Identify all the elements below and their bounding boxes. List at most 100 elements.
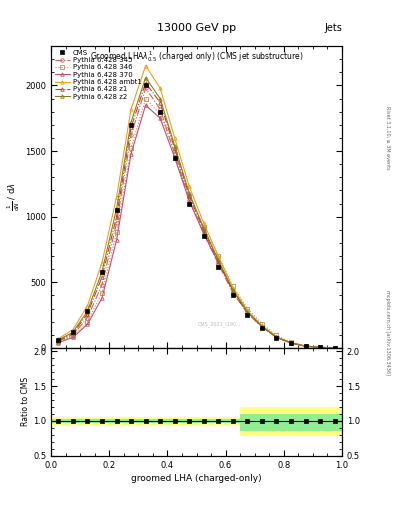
Line: Pythia 6.428 z1: Pythia 6.428 z1 <box>57 81 336 350</box>
Pythia 6.428 ambt1 <box>100 260 105 266</box>
Pythia 6.428 346 <box>56 339 61 345</box>
Pythia 6.428 z1 <box>71 330 75 336</box>
Pythia 6.428 ambt1 <box>187 183 192 189</box>
Pythia 6.428 z2 <box>231 287 235 293</box>
Pythia 6.428 ambt1 <box>173 135 177 141</box>
Pythia 6.428 346 <box>158 111 163 117</box>
Pythia 6.428 z2 <box>85 308 90 314</box>
Pythia 6.428 z2 <box>318 344 323 350</box>
Pythia 6.428 346 <box>318 344 323 350</box>
Text: Groomed LHA$\lambda^1_{0.5}$ (charged only) (CMS jet substructure): Groomed LHA$\lambda^1_{0.5}$ (charged on… <box>90 49 303 64</box>
Pythia 6.428 z1 <box>114 214 119 220</box>
Pythia 6.428 z1 <box>245 310 250 316</box>
CMS <box>202 233 206 240</box>
Pythia 6.428 346 <box>260 321 264 327</box>
Pythia 6.428 z2 <box>332 345 337 351</box>
Text: mcplots.cern.ch [arXiv:1306.3436]: mcplots.cern.ch [arXiv:1306.3436] <box>385 290 390 375</box>
Pythia 6.428 346 <box>216 253 221 259</box>
Pythia 6.428 ambt1 <box>216 253 221 259</box>
Pythia 6.428 z2 <box>114 206 119 212</box>
Pythia 6.428 ambt1 <box>245 307 250 313</box>
Pythia 6.428 z1 <box>318 344 323 350</box>
Pythia 6.428 345 <box>274 334 279 340</box>
Pythia 6.428 346 <box>143 96 148 102</box>
Pythia 6.428 370 <box>129 151 134 157</box>
Text: CMS_2021_I190...: CMS_2021_I190... <box>198 321 242 327</box>
Pythia 6.428 z2 <box>129 119 134 125</box>
Legend: CMS, Pythia 6.428 345, Pythia 6.428 346, Pythia 6.428 370, Pythia 6.428 ambt1, P: CMS, Pythia 6.428 345, Pythia 6.428 346,… <box>53 48 143 101</box>
Pythia 6.428 370 <box>202 230 206 237</box>
Text: 13000 GeV pp: 13000 GeV pp <box>157 23 236 33</box>
Line: CMS: CMS <box>57 83 336 350</box>
Line: Pythia 6.428 ambt1: Pythia 6.428 ambt1 <box>57 64 336 350</box>
Pythia 6.428 345 <box>187 197 192 203</box>
Pythia 6.428 346 <box>303 343 308 349</box>
Pythia 6.428 346 <box>289 339 294 345</box>
Pythia 6.428 370 <box>274 334 279 340</box>
Pythia 6.428 ambt1 <box>129 106 134 112</box>
CMS <box>245 312 250 318</box>
CMS <box>332 345 337 351</box>
Pythia 6.428 ambt1 <box>158 85 163 91</box>
Pythia 6.428 ambt1 <box>303 343 308 349</box>
Pythia 6.428 370 <box>71 334 75 340</box>
CMS <box>173 155 177 161</box>
Pythia 6.428 345 <box>245 310 250 316</box>
Pythia 6.428 370 <box>158 115 163 121</box>
Pythia 6.428 370 <box>56 339 61 346</box>
Y-axis label: $\frac{1}{\mathrm{d}N}$ / $\mathrm{d}\lambda$: $\frac{1}{\mathrm{d}N}$ / $\mathrm{d}\la… <box>6 183 22 211</box>
X-axis label: groomed LHA (charged-only): groomed LHA (charged-only) <box>131 474 262 483</box>
Pythia 6.428 346 <box>187 193 192 199</box>
Pythia 6.428 z1 <box>143 80 148 86</box>
Pythia 6.428 z1 <box>289 340 294 346</box>
Pythia 6.428 345 <box>71 332 75 338</box>
CMS <box>56 337 61 343</box>
Pythia 6.428 z1 <box>158 99 163 105</box>
Pythia 6.428 345 <box>332 345 337 351</box>
Pythia 6.428 346 <box>202 224 206 230</box>
Pythia 6.428 346 <box>85 318 90 325</box>
Pythia 6.428 345 <box>114 220 119 226</box>
CMS <box>274 335 279 341</box>
CMS <box>303 343 308 349</box>
Pythia 6.428 346 <box>114 229 119 236</box>
Pythia 6.428 370 <box>173 155 177 161</box>
Pythia 6.428 345 <box>303 343 308 349</box>
Pythia 6.428 370 <box>318 344 323 350</box>
CMS <box>289 340 294 347</box>
Pythia 6.428 345 <box>260 324 264 330</box>
Pythia 6.428 z2 <box>216 257 221 263</box>
Pythia 6.428 346 <box>71 333 75 339</box>
Pythia 6.428 345 <box>202 230 206 237</box>
CMS <box>158 109 163 115</box>
CMS <box>260 325 264 331</box>
Pythia 6.428 ambt1 <box>274 334 279 340</box>
Pythia 6.428 ambt1 <box>318 344 323 350</box>
Pythia 6.428 z1 <box>202 227 206 233</box>
Pythia 6.428 z1 <box>173 145 177 152</box>
Pythia 6.428 346 <box>129 145 134 152</box>
Y-axis label: Ratio to CMS: Ratio to CMS <box>21 377 30 426</box>
Pythia 6.428 z2 <box>187 190 192 196</box>
Pythia 6.428 345 <box>100 282 105 288</box>
Pythia 6.428 z2 <box>173 143 177 149</box>
Pythia 6.428 z2 <box>71 329 75 335</box>
Text: Rivet 3.1.10, ≥ 3M events: Rivet 3.1.10, ≥ 3M events <box>385 106 390 170</box>
CMS <box>187 201 192 207</box>
Pythia 6.428 346 <box>231 283 235 289</box>
Pythia 6.428 ambt1 <box>143 62 148 69</box>
Pythia 6.428 370 <box>260 323 264 329</box>
Pythia 6.428 345 <box>173 151 177 157</box>
Pythia 6.428 z2 <box>245 309 250 315</box>
Pythia 6.428 345 <box>216 261 221 267</box>
CMS <box>231 292 235 298</box>
Pythia 6.428 346 <box>274 332 279 338</box>
Pythia 6.428 z1 <box>129 124 134 131</box>
Pythia 6.428 345 <box>56 338 61 345</box>
Pythia 6.428 370 <box>114 237 119 243</box>
Pythia 6.428 370 <box>85 321 90 327</box>
Pythia 6.428 370 <box>332 345 337 351</box>
CMS <box>85 308 90 314</box>
Pythia 6.428 z2 <box>274 334 279 340</box>
Pythia 6.428 z1 <box>187 193 192 199</box>
